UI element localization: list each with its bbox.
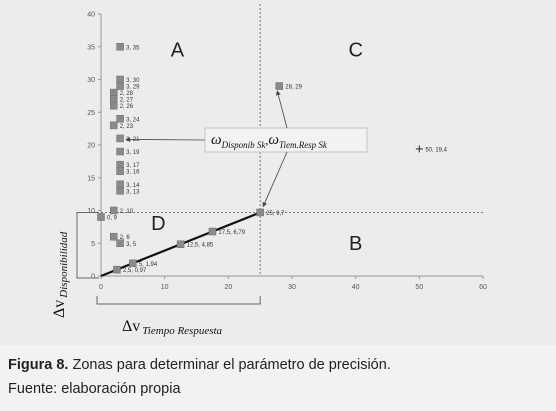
zone-labels: A B C D bbox=[151, 40, 363, 255]
y-tick-label: 35 bbox=[87, 44, 95, 51]
data-point-label: 2, 6 bbox=[120, 235, 131, 241]
callout-arrow-to-threshold bbox=[262, 151, 288, 208]
data-point-marker bbox=[116, 160, 124, 169]
data-point-label: 12,5, 4,85 bbox=[187, 243, 214, 249]
data-point-marker bbox=[109, 95, 118, 103]
zone-label-c: C bbox=[348, 40, 362, 62]
data-point-marker bbox=[109, 206, 118, 215]
data-point-marker bbox=[97, 213, 105, 221]
data-point-label: 50, 19,4 bbox=[425, 147, 447, 153]
x-axis-bracket bbox=[96, 296, 261, 305]
data-point-label: 3, 16 bbox=[126, 170, 140, 176]
data-point-label: 5, 1,94 bbox=[139, 262, 158, 268]
data-point-label: 2, 27 bbox=[120, 98, 134, 104]
y-axis-bracket bbox=[76, 211, 99, 279]
data-point-marker bbox=[109, 121, 118, 130]
x-tick-label: 40 bbox=[352, 284, 360, 291]
omega-callout: ωDisponib Sk,ωTiem.Resp Sk bbox=[125, 90, 368, 208]
data-point-label: 3, 13 bbox=[126, 189, 140, 195]
data-point-label: 3, 14 bbox=[126, 183, 140, 189]
data-point-label: 3, 29 bbox=[126, 85, 140, 91]
y-axis-label: ΔvDisponibilidad bbox=[51, 231, 70, 318]
x-tick-label: 10 bbox=[161, 284, 169, 291]
data-point-marker bbox=[116, 75, 124, 84]
data-point-label: 3, 5 bbox=[126, 242, 137, 248]
data-point-marker bbox=[109, 101, 118, 110]
data-point-label: 3, 35 bbox=[126, 45, 140, 51]
data-point-label: 17,5, 6,79 bbox=[218, 230, 245, 236]
data-point-label: 2, 23 bbox=[120, 124, 134, 130]
figure-source: Fuente: elaboración propia bbox=[8, 381, 181, 397]
data-point-marker bbox=[109, 232, 118, 241]
x-tick-label: 30 bbox=[288, 284, 296, 291]
data-point-marker bbox=[116, 187, 124, 195]
data-point-marker bbox=[116, 180, 124, 189]
data-point-marker bbox=[116, 134, 124, 143]
data-point-label: 3, 21 bbox=[126, 137, 140, 143]
data-point-marker bbox=[116, 147, 124, 156]
data-point-label: 2,5, 0,97 bbox=[123, 268, 147, 274]
data-point-marker bbox=[116, 43, 124, 51]
data-point-label: 3, 24 bbox=[126, 117, 140, 123]
data-points: 3, 35 3, 303, 292, 282, 272, 26 3, 242, 23… bbox=[97, 43, 448, 274]
data-point-marker bbox=[116, 239, 124, 247]
x-tick-label: 20 bbox=[224, 284, 232, 291]
data-point-marker bbox=[129, 259, 137, 268]
data-point-marker bbox=[116, 82, 124, 90]
y-tick-label: 40 bbox=[87, 12, 95, 19]
data-point-label: 28, 29 bbox=[285, 85, 302, 91]
y-tick-label: 0 bbox=[91, 274, 95, 281]
data-point-label: 0, 9 bbox=[107, 216, 118, 222]
x-tick-label: 60 bbox=[479, 284, 487, 291]
data-point-label: 2, 28 bbox=[120, 91, 134, 97]
zone-label-b: B bbox=[349, 233, 362, 255]
data-point-label: 25, 9,7 bbox=[266, 211, 285, 217]
chart-axes: 0 5 10 15 20 25 30 35 40 0 10 20 30 40 50 60 bbox=[87, 12, 487, 292]
data-point-label: 3, 30 bbox=[126, 78, 140, 84]
data-point-marker bbox=[116, 167, 124, 175]
y-tick-label: 30 bbox=[87, 77, 95, 84]
callout-box bbox=[204, 127, 368, 153]
callout-arrow-to-left bbox=[125, 137, 206, 142]
callout-formula: ωDisponib Sk,ωTiem.Resp Sk bbox=[211, 132, 328, 150]
y-tick-label: 20 bbox=[87, 143, 95, 150]
zone-label-a: A bbox=[171, 40, 185, 62]
data-point-marker bbox=[113, 265, 121, 274]
x-tick-label: 0 bbox=[99, 284, 103, 291]
y-tick-label: 25 bbox=[87, 110, 95, 117]
data-point-marker bbox=[275, 82, 284, 90]
scatter-chart: 0 5 10 15 20 25 30 35 40 0 10 20 30 40 50 60 A B C D 3, 35… bbox=[51, 4, 487, 337]
y-tick-label: 15 bbox=[87, 175, 95, 182]
y-tick-label: 10 bbox=[87, 208, 95, 215]
data-point-marker bbox=[116, 115, 124, 123]
data-point-marker bbox=[256, 208, 264, 217]
data-point-label: 3, 19 bbox=[126, 150, 140, 156]
caption-label: Figura 8. bbox=[8, 357, 69, 373]
data-point-label: 2, 10 bbox=[120, 209, 134, 215]
data-point-marker bbox=[208, 227, 217, 236]
data-point-label: 2, 26 bbox=[120, 104, 134, 110]
y-tick-label: 5 bbox=[91, 241, 95, 248]
data-point-marker bbox=[109, 88, 118, 97]
figure-caption: Figura 8. Zonas para determinar el parám… bbox=[8, 357, 391, 373]
data-point-label: 3, 17 bbox=[126, 163, 140, 169]
x-tick-label: 50 bbox=[415, 284, 423, 291]
callout-arrow-to-upper-point bbox=[275, 90, 288, 129]
data-point-marker bbox=[176, 240, 185, 248]
figure-panel: 0 5 10 15 20 25 30 35 40 0 10 20 30 40 50 60 A B C D 3, 35… bbox=[51, 4, 487, 337]
zone-label-d: D bbox=[151, 213, 165, 235]
axis-labels: Δv Tiempo Respuesta ΔvDisponibilidad bbox=[51, 211, 261, 337]
x-axis-label: Δv Tiempo Respuesta bbox=[122, 318, 223, 337]
caption-text: Zonas para determinar el parámetro de pr… bbox=[68, 357, 391, 373]
